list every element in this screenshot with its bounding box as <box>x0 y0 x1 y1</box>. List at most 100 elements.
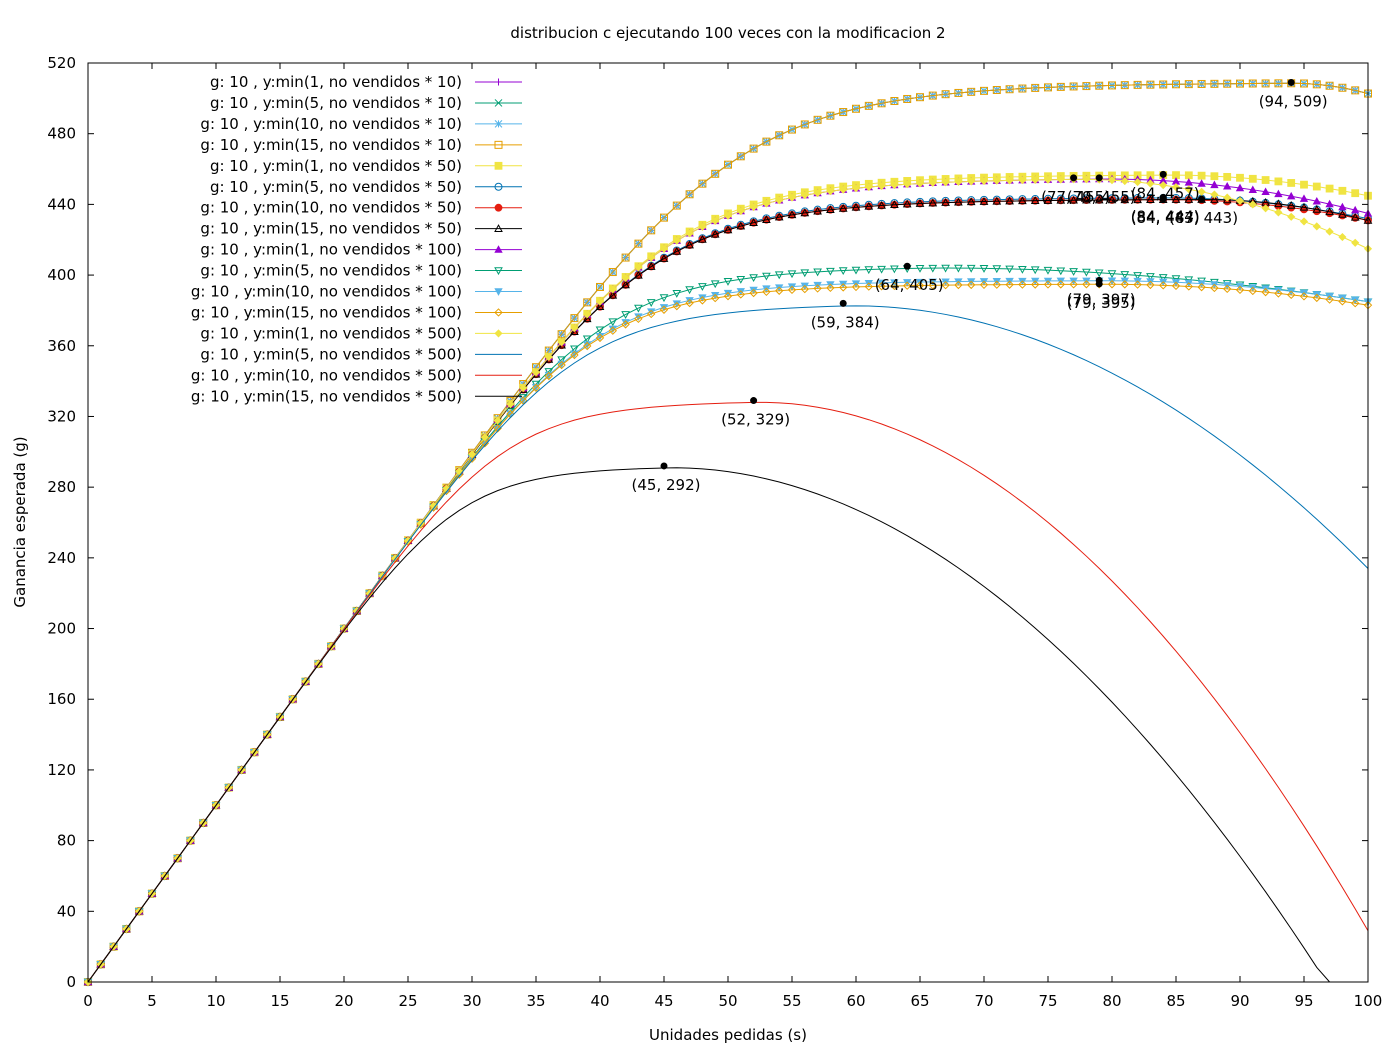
series-point <box>1056 175 1065 184</box>
series-point <box>672 289 682 298</box>
x-tick-label: 60 <box>846 992 865 1010</box>
legend-label: g: 10 , y:min(15, no vendidos * 10) <box>200 136 462 154</box>
series-point <box>1133 272 1142 280</box>
series-point <box>698 222 707 231</box>
series-point <box>1325 81 1334 90</box>
series-point <box>1082 195 1091 204</box>
series-point <box>851 282 861 292</box>
series-point <box>1325 295 1334 304</box>
x-tick-label: 55 <box>782 992 801 1010</box>
series-point <box>762 215 771 224</box>
series-point <box>1158 281 1168 290</box>
legend-marker <box>494 99 503 107</box>
series-point <box>1274 289 1283 298</box>
series-point <box>672 301 682 311</box>
series-point <box>1171 183 1181 192</box>
series-point <box>877 282 886 291</box>
series-point <box>1043 280 1053 289</box>
legend-label: g: 10 , y:min(15, no vendidos * 50) <box>200 220 462 238</box>
legend-entry: g: 10 , y:min(10, no vendidos * 500) <box>191 366 522 384</box>
series-point <box>826 283 835 293</box>
series-point <box>736 152 745 161</box>
series-point <box>723 291 733 301</box>
series-point <box>723 211 733 220</box>
series-point <box>1299 217 1309 226</box>
series-point <box>595 333 605 343</box>
x-tick-label: 85 <box>1166 992 1185 1010</box>
series-point <box>711 216 720 225</box>
peak-point <box>1198 195 1206 203</box>
legend-entry: g: 10 , y:min(5, no vendidos * 50) <box>210 178 522 196</box>
series-point <box>659 305 669 314</box>
series-point <box>710 280 720 289</box>
series-point <box>941 264 950 273</box>
series-point <box>838 267 848 276</box>
peak-label: (84, 444) <box>1131 207 1200 225</box>
series-point <box>954 197 963 206</box>
series-point <box>954 88 963 97</box>
series-point <box>749 286 758 295</box>
series-point <box>1197 282 1206 292</box>
series-point <box>890 97 899 106</box>
series-point <box>1197 79 1206 88</box>
peak-label: (79, 395) <box>1067 294 1136 312</box>
legend-entry: g: 10 , y:min(5, no vendidos * 10) <box>210 94 522 112</box>
series-point <box>826 205 835 214</box>
series-point <box>1350 212 1360 221</box>
series-point <box>749 288 758 298</box>
series-point <box>685 298 694 308</box>
series-point <box>1171 275 1181 284</box>
series-point <box>890 281 899 291</box>
series-point <box>1005 280 1014 289</box>
series-point <box>1018 84 1027 93</box>
legend-label: g: 10 , y:min(5, no vendidos * 500) <box>200 345 462 363</box>
x-tick-label: 70 <box>974 992 993 1010</box>
series-point <box>647 253 656 262</box>
series-point <box>1082 82 1091 91</box>
series-point <box>1107 270 1117 279</box>
x-tick-label: 45 <box>654 992 673 1010</box>
series-point <box>826 187 835 196</box>
series-point <box>1235 196 1245 205</box>
x-tick-label: 35 <box>526 992 545 1010</box>
legend-marker <box>494 161 503 170</box>
series-point <box>1030 266 1040 275</box>
series-point <box>1184 80 1193 89</box>
series-point <box>646 299 656 308</box>
series-point <box>634 263 643 272</box>
series-point <box>1325 184 1334 193</box>
x-tick-label: 40 <box>590 992 609 1010</box>
series-point <box>1235 183 1245 192</box>
series-point <box>698 296 707 305</box>
series-point <box>1235 285 1245 295</box>
series-16 <box>87 467 1368 983</box>
series-point <box>608 318 618 327</box>
x-tick-label: 95 <box>1294 992 1313 1010</box>
series-point <box>826 111 835 120</box>
peak-label: (84, 443) <box>1131 209 1200 227</box>
series-point <box>787 193 797 202</box>
series-point <box>1351 238 1360 247</box>
series-point <box>1056 267 1066 276</box>
series-point <box>608 285 617 294</box>
peak-label: (94, 509) <box>1259 92 1328 110</box>
series-point <box>1197 171 1206 180</box>
series-point <box>864 201 874 210</box>
series-point <box>1197 179 1206 187</box>
series-point <box>749 144 758 153</box>
series-point <box>736 221 746 230</box>
series-point <box>1120 81 1129 90</box>
legend-label: g: 10 , y:min(1, no vendidos * 100) <box>200 241 462 259</box>
series-point <box>1069 82 1078 91</box>
series-point <box>775 131 784 140</box>
series-point <box>1350 298 1360 308</box>
series-point <box>1146 195 1155 204</box>
series-point <box>928 91 937 100</box>
series-point <box>774 286 784 295</box>
series-point <box>928 198 938 207</box>
series-point <box>1210 180 1219 189</box>
series-point <box>1069 280 1078 289</box>
legend-entry: g: 10 , y:min(10, no vendidos * 10) <box>200 115 522 133</box>
series-point <box>1338 232 1347 242</box>
series-point <box>698 283 707 291</box>
